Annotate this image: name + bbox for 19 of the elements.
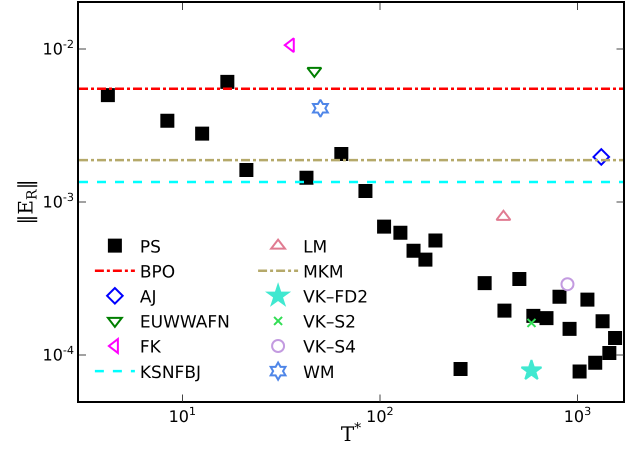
y-tick-label: 10$^{-3}$ xyxy=(42,190,74,212)
y-tick-label: 10$^{-2}$ xyxy=(42,38,74,59)
legend-label: LM xyxy=(303,237,328,258)
x-tick-label: 10$^{3}$ xyxy=(564,405,592,426)
x-tick-label: 10$^{1}$ xyxy=(168,405,196,426)
legend-label: VK–FD2 xyxy=(303,287,368,308)
legend-label: WM xyxy=(303,362,335,383)
legend-label: VK–S2 xyxy=(303,312,356,333)
x-tick-label: 10$^{2}$ xyxy=(366,405,394,426)
legend-label: VK–S4 xyxy=(303,338,356,358)
legend-label: MKM xyxy=(303,262,344,282)
x-axis-title: T$^{*}$ xyxy=(340,420,362,446)
legend-label: BPO xyxy=(140,262,176,282)
legend-label: FK xyxy=(140,338,162,358)
legend-label: EUWWAFN xyxy=(140,312,230,333)
y-tick-label: 10$^{-4}$ xyxy=(42,344,74,365)
legend-label: AJ xyxy=(140,287,157,308)
legend-label: KSNFBJ xyxy=(140,362,202,383)
legend-label: PS xyxy=(140,237,161,258)
